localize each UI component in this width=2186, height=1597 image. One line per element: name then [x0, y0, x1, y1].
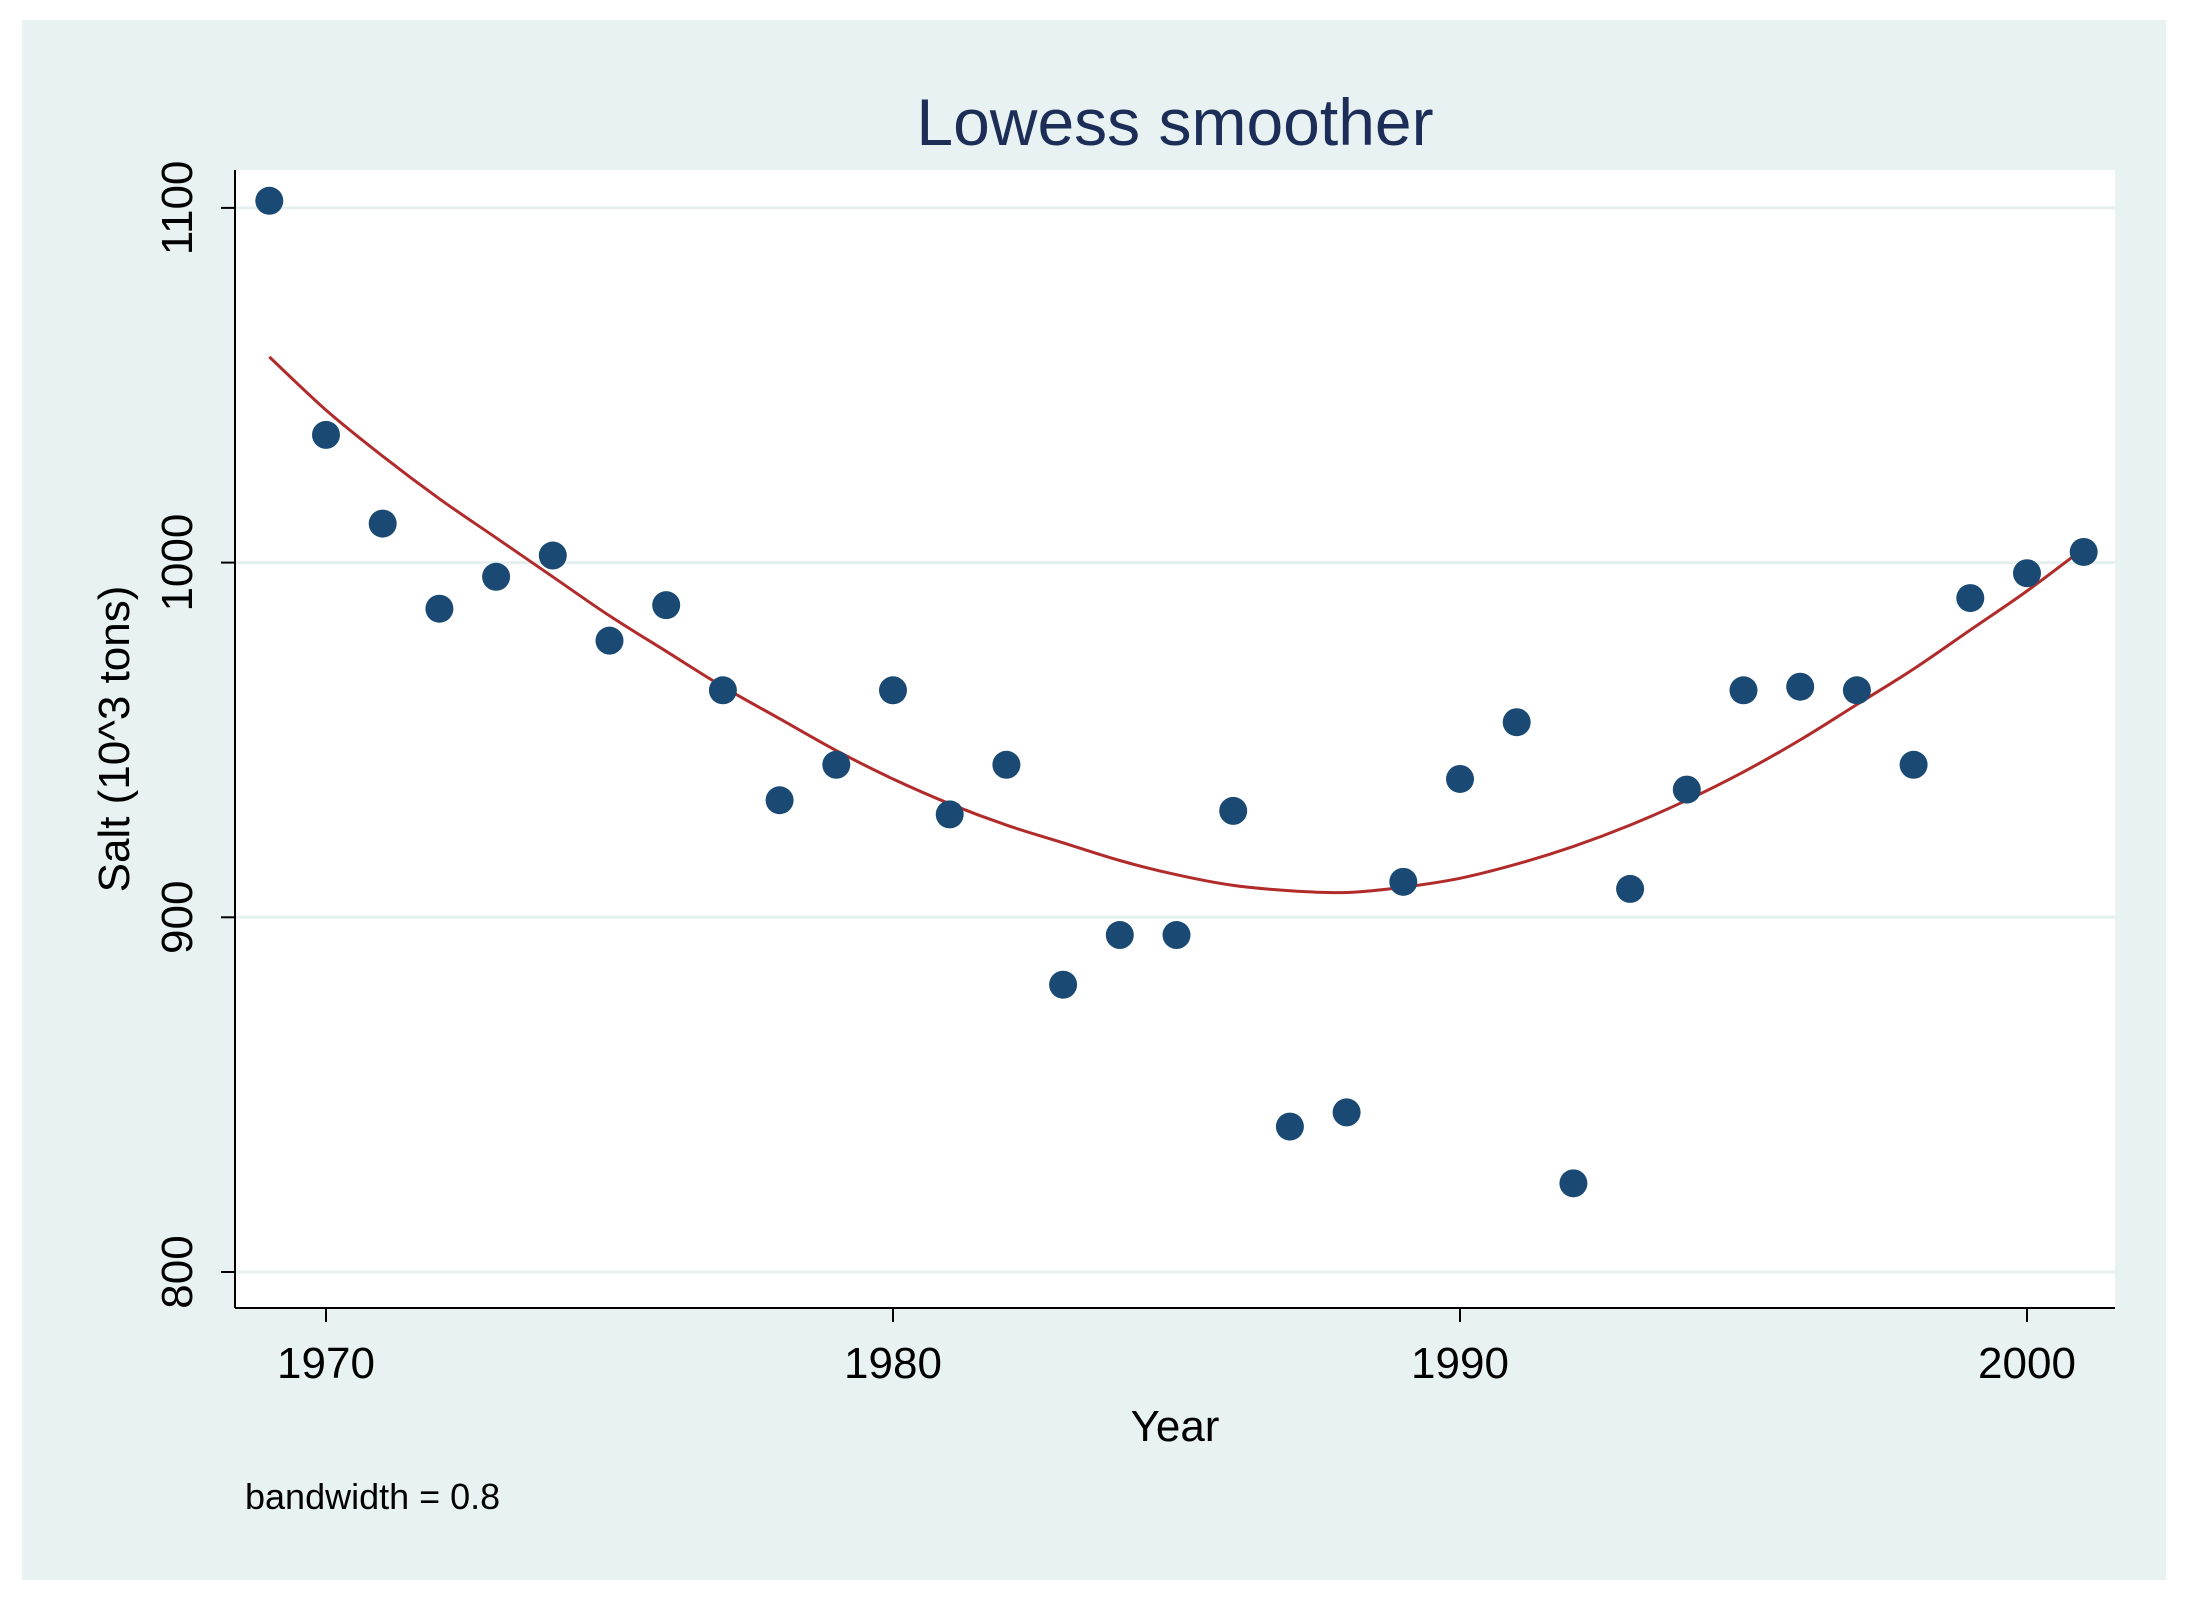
- axis-ticks: 800 900 1000 1100 1970 1980 1990 2000: [153, 161, 2076, 1388]
- x-tick-label: 1970: [277, 1339, 375, 1388]
- data-point: [652, 591, 681, 620]
- plot-area: [235, 170, 2115, 1308]
- data-point: [1672, 775, 1701, 804]
- data-point: [595, 626, 624, 655]
- y-axis-title: Salt (10^3 tons): [90, 586, 139, 893]
- data-point: [1389, 867, 1418, 896]
- bandwidth-note: bandwidth = 0.8: [245, 1476, 500, 1517]
- data-point: [1162, 921, 1191, 950]
- data-point: [1446, 764, 1474, 793]
- data-point: [708, 676, 737, 705]
- lowess-line-layer: [268, 355, 2085, 895]
- data-point: [1842, 676, 1871, 705]
- data-point: [255, 186, 284, 215]
- data-point: [879, 676, 907, 705]
- data-point: [1275, 1112, 1304, 1141]
- y-tick-label: 900: [153, 881, 202, 954]
- data-point: [1332, 1098, 1361, 1127]
- x-tick-label: 1990: [1411, 1339, 1509, 1388]
- data-point: [425, 594, 454, 623]
- data-point: [1219, 796, 1248, 825]
- data-point: [2069, 537, 2098, 566]
- chart-title: Lowess smoother: [916, 85, 1433, 159]
- data-point: [368, 509, 397, 538]
- x-tick-label: 1980: [844, 1339, 942, 1388]
- x-tick-label: 2000: [1978, 1339, 2076, 1388]
- data-point: [1956, 584, 1985, 613]
- data-point: [1502, 708, 1531, 737]
- data-point: [1105, 921, 1134, 950]
- data-point: [1786, 672, 1815, 701]
- data-point: [482, 562, 511, 591]
- data-point: [822, 750, 851, 779]
- y-tick-label: 1000: [153, 514, 202, 612]
- data-point: [765, 786, 794, 815]
- scatter-points: [255, 186, 2098, 1198]
- y-tick-label: 800: [153, 1235, 202, 1308]
- data-point: [1729, 676, 1758, 705]
- data-point: [538, 541, 567, 570]
- lowess-curve: [268, 355, 2085, 895]
- data-point: [1899, 750, 1928, 779]
- data-point: [1049, 970, 1078, 999]
- data-point: [2013, 559, 2041, 588]
- x-axis-title: Year: [1131, 1402, 1220, 1451]
- data-point: [1559, 1169, 1588, 1198]
- data-point: [992, 750, 1021, 779]
- y-tick-label: 1100: [153, 161, 202, 256]
- data-point: [1616, 874, 1645, 903]
- data-point: [935, 800, 964, 829]
- data-point: [312, 420, 340, 449]
